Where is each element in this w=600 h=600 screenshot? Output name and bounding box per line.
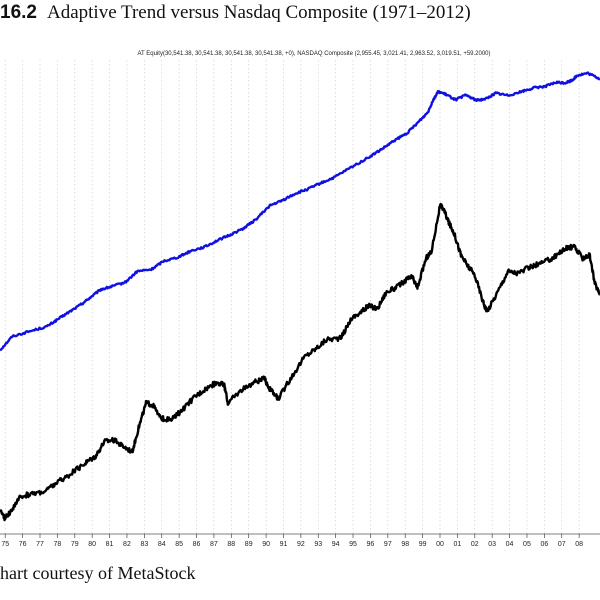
x-tick-label: 77 (36, 541, 44, 548)
x-tick-label: 97 (384, 541, 392, 548)
x-tick-label: 94 (332, 541, 340, 548)
figure-caption: hart courtesy of MetaStock (0, 563, 196, 583)
x-tick-label: 03 (488, 541, 496, 548)
x-tick-label: 98 (401, 541, 409, 548)
x-tick-label: 91 (280, 541, 288, 548)
x-tick-label: 99 (419, 541, 427, 548)
x-tick-label: 83 (140, 541, 148, 548)
x-tick-label: 04 (506, 541, 514, 548)
x-tick-label: 76 (19, 541, 27, 548)
x-tick-label: 01 (453, 541, 461, 548)
line-chart: AT Equity(30,541.38, 30,541.38, 30,541.3… (0, 51, 600, 548)
series-line-nasdaq-composite (0, 202, 600, 522)
x-tick-label: 86 (193, 541, 201, 548)
x-tick-label: 81 (106, 541, 114, 548)
x-axis-ticks: 75 76 77 78 79 80 81 82 83 84 85 86 87 88 89 90 91 92 93 94… (1, 534, 583, 548)
x-tick-label: 93 (314, 541, 322, 548)
x-tick-label: 08 (575, 541, 583, 548)
x-tick-label: 96 (367, 541, 375, 548)
x-tick-label: 06 (540, 541, 548, 548)
chart-legend-text: AT Equity(30,541.38, 30,541.38, 30,541.3… (137, 51, 490, 57)
x-tick-label: 75 (1, 541, 9, 548)
x-tick-label: 92 (297, 541, 305, 548)
x-tick-label: 85 (175, 541, 183, 548)
chart-grid (4, 60, 580, 534)
x-tick-label: 82 (123, 541, 131, 548)
figure-title: 16.2 Adaptive Trend versus Nasdaq Composi… (0, 2, 600, 32)
x-tick-label: 78 (53, 541, 61, 548)
figure-number: 16.2 (0, 2, 37, 23)
x-tick-label: 89 (245, 541, 253, 548)
x-tick-label: 07 (558, 541, 566, 548)
x-tick-label: 90 (262, 541, 270, 548)
chart-series (0, 71, 600, 522)
x-tick-label: 87 (210, 541, 218, 548)
series-line-at-equity (0, 71, 600, 352)
x-tick-label: 80 (88, 541, 96, 548)
x-tick-label: 84 (158, 541, 166, 548)
figure-title-text: Adaptive Trend versus Nasdaq Composite (… (46, 2, 471, 23)
x-tick-label: 00 (436, 541, 444, 548)
x-tick-label: 05 (523, 541, 531, 548)
x-tick-label: 79 (71, 541, 79, 548)
x-tick-label: 02 (471, 541, 479, 548)
x-tick-label: 95 (349, 541, 357, 548)
x-tick-label: 88 (227, 541, 235, 548)
